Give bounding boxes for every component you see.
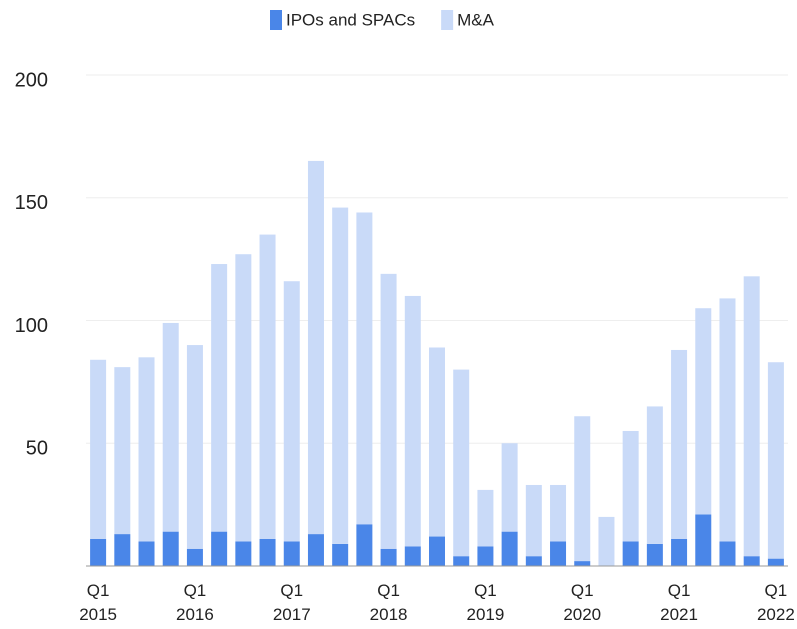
bar-segment bbox=[501, 531, 518, 566]
x-tick-label: Q1 2018 bbox=[370, 581, 408, 624]
bar-segment bbox=[404, 295, 421, 547]
bar-segment bbox=[671, 349, 688, 539]
bar-segment bbox=[211, 531, 228, 566]
legend-label: IPOs and SPACs bbox=[286, 10, 415, 29]
bar-segment bbox=[574, 561, 591, 566]
x-tick-label: Q1 2016 bbox=[176, 581, 214, 624]
legend-swatch bbox=[441, 10, 454, 30]
bar-segment bbox=[695, 514, 712, 566]
bar-segment bbox=[356, 524, 373, 566]
x-tick-label-line: Q1 bbox=[474, 581, 497, 600]
x-tick-label-line: 2022 bbox=[757, 605, 795, 624]
x-tick-label-line: Q1 bbox=[184, 581, 207, 600]
x-tick-label: Q1 2015 bbox=[79, 581, 117, 624]
bar-segment bbox=[307, 160, 324, 535]
bar-segment bbox=[550, 541, 567, 566]
bar-segment bbox=[671, 538, 688, 566]
x-tick-label-line: 2019 bbox=[466, 605, 504, 624]
x-tick-label: Q1 2020 bbox=[563, 581, 601, 624]
bar-segment bbox=[743, 276, 760, 557]
legend: IPOs and SPACs M&A bbox=[270, 10, 495, 30]
bar-segment bbox=[283, 281, 300, 542]
bar-segment bbox=[90, 359, 107, 539]
bar-segment bbox=[259, 538, 276, 566]
x-tick-label-line: Q1 bbox=[377, 581, 400, 600]
bar-segment bbox=[574, 416, 591, 562]
legend-swatch bbox=[270, 10, 282, 30]
bar-segment bbox=[380, 548, 397, 566]
bar-segment bbox=[283, 541, 300, 566]
bar-segment bbox=[186, 345, 203, 549]
bar-segment bbox=[719, 541, 736, 566]
bar-segment bbox=[356, 212, 373, 525]
bar-segment bbox=[695, 308, 712, 515]
x-tick-label-line: Q1 bbox=[87, 581, 110, 600]
bar-segment bbox=[477, 546, 494, 566]
bar-segment bbox=[550, 484, 567, 542]
x-tick-label: Q1 2019 bbox=[466, 581, 504, 624]
bar-segment bbox=[259, 234, 276, 539]
bar-segment bbox=[162, 531, 179, 566]
bar-segment bbox=[743, 556, 760, 566]
x-tick-label: Q1 2021 bbox=[660, 581, 698, 624]
bar-segment bbox=[162, 322, 179, 532]
bar-segment bbox=[90, 538, 107, 566]
bar-segment bbox=[429, 536, 445, 566]
legend-label: M&A bbox=[457, 10, 495, 29]
bar-segment bbox=[622, 541, 639, 566]
x-tick-label-line: 2021 bbox=[660, 605, 698, 624]
bar-segment bbox=[332, 207, 349, 544]
x-tick-label-line: Q1 bbox=[765, 581, 788, 600]
bar-segment bbox=[525, 484, 542, 557]
y-tick-label: 150 bbox=[15, 192, 48, 214]
bar-segment bbox=[501, 443, 518, 532]
bar-segment bbox=[138, 357, 155, 542]
x-tick-label-line: Q1 bbox=[280, 581, 303, 600]
bar-segment bbox=[235, 541, 252, 566]
bar-segment bbox=[211, 264, 228, 532]
bar-segment bbox=[453, 556, 470, 566]
bar-segment bbox=[114, 534, 131, 566]
x-tick-label-line: 2016 bbox=[176, 605, 214, 624]
y-tick-label: 50 bbox=[26, 438, 48, 460]
bar-segment bbox=[453, 369, 470, 557]
x-tick-label-line: Q1 bbox=[571, 581, 594, 600]
bar-segment bbox=[646, 406, 663, 544]
bar-segment bbox=[404, 546, 421, 566]
bar-segment bbox=[525, 556, 542, 566]
bar-segment bbox=[767, 362, 784, 559]
bar-segment bbox=[138, 541, 155, 566]
x-tick-label-line: 2017 bbox=[273, 605, 311, 624]
bar-segment bbox=[646, 543, 663, 566]
bar-segment bbox=[598, 516, 615, 566]
bar-segment bbox=[767, 558, 784, 566]
bar-segment bbox=[307, 534, 324, 566]
y-tick-label: 100 bbox=[15, 315, 48, 337]
bar-segment bbox=[429, 347, 445, 537]
bar-segment bbox=[332, 543, 349, 566]
bar-segment bbox=[114, 367, 131, 535]
bar-segment bbox=[235, 254, 252, 542]
x-tick-label-line: 2015 bbox=[79, 605, 117, 624]
bar-segment bbox=[477, 489, 494, 547]
x-tick-label-line: 2018 bbox=[370, 605, 408, 624]
bar-segment bbox=[719, 298, 736, 542]
bar-segment bbox=[186, 548, 203, 566]
x-tick-label-line: Q1 bbox=[668, 581, 691, 600]
y-tick-label: 200 bbox=[15, 69, 48, 91]
bar-segment bbox=[380, 273, 397, 549]
x-tick-label-line: 2020 bbox=[563, 605, 601, 624]
bar-segment bbox=[622, 430, 639, 542]
x-tick-label: Q1 2022 bbox=[757, 581, 795, 624]
x-tick-label: Q1 2017 bbox=[273, 581, 311, 624]
